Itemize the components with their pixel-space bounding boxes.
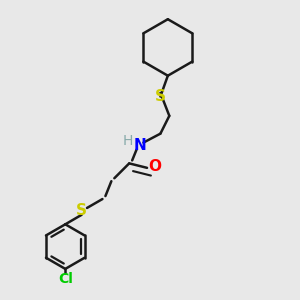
Text: O: O — [148, 159, 161, 174]
Text: Cl: Cl — [58, 272, 73, 286]
Text: H: H — [122, 134, 133, 148]
Text: S: S — [76, 203, 87, 218]
Text: N: N — [133, 138, 146, 153]
Text: S: S — [155, 89, 166, 104]
